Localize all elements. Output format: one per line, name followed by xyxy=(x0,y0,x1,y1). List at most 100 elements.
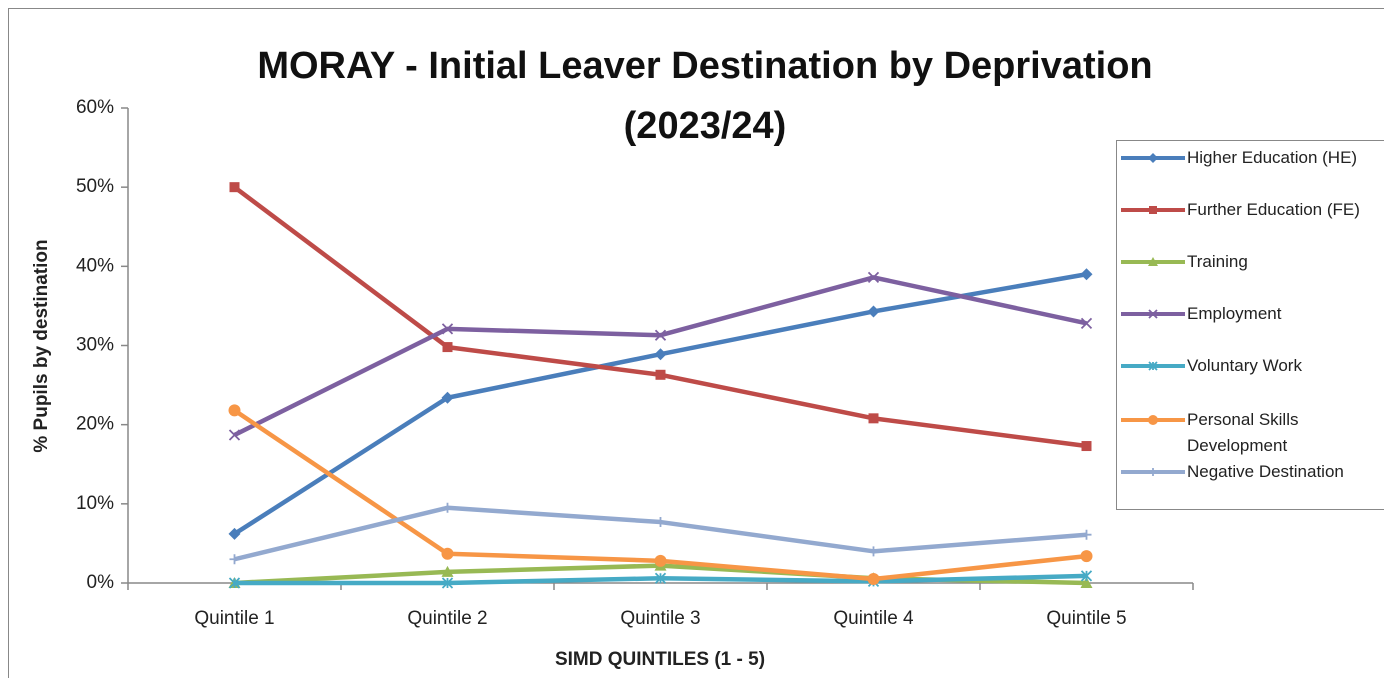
marker xyxy=(1148,309,1158,319)
y-tick-label: 60% xyxy=(76,97,114,118)
legend-entry: Negative Destination xyxy=(1119,459,1377,485)
marker-shape xyxy=(1080,268,1093,281)
marker xyxy=(1081,529,1092,540)
x-tick-label: Quintile 2 xyxy=(407,608,487,629)
marker-shape xyxy=(1148,415,1158,425)
marker xyxy=(868,546,879,557)
legend-label: Voluntary Work xyxy=(1187,356,1302,375)
chart-title: MORAY - Initial Leaver Destination by De… xyxy=(257,45,1153,147)
marker-shape xyxy=(441,323,454,335)
marker xyxy=(441,577,454,589)
marker-shape xyxy=(654,348,667,361)
marker xyxy=(228,577,241,589)
legend-swatch xyxy=(1121,153,1185,163)
marker xyxy=(654,348,667,361)
legend-entry: Personal Skills Development xyxy=(1119,407,1377,459)
legend-entry: Employment xyxy=(1119,301,1377,327)
marker xyxy=(229,182,240,193)
series-line xyxy=(233,505,1087,562)
marker-shape xyxy=(228,527,241,540)
y-tick-label: 20% xyxy=(76,414,114,435)
marker xyxy=(868,413,879,424)
marker-shape xyxy=(441,577,454,589)
marker-shape xyxy=(1148,257,1158,266)
marker-shape xyxy=(228,577,241,589)
marker-shape xyxy=(228,404,241,417)
legend-swatch xyxy=(1121,468,1185,476)
marker-shape xyxy=(654,554,667,567)
marker-shape xyxy=(229,182,240,193)
legend-entry: Higher Education (HE) xyxy=(1119,145,1377,171)
marker xyxy=(441,547,454,560)
marker-shape xyxy=(1149,206,1157,214)
marker-shape xyxy=(1080,550,1093,563)
marker-shape xyxy=(1149,468,1157,476)
x-axis-label: SIMD QUINTILES (1 - 5) xyxy=(555,649,765,670)
marker xyxy=(441,391,454,404)
chart-frame xyxy=(8,8,1384,678)
y-tick-label: 40% xyxy=(76,255,114,276)
marker xyxy=(1148,153,1158,163)
marker xyxy=(654,554,667,567)
marker-shape xyxy=(867,271,880,284)
marker-shape xyxy=(1081,529,1092,540)
marker-shape xyxy=(655,369,666,380)
series-line xyxy=(233,185,1087,449)
marker xyxy=(1149,468,1157,476)
y-tick-label: 0% xyxy=(87,572,115,593)
marker xyxy=(441,565,454,577)
marker xyxy=(442,502,453,513)
x-tick-label: Quintile 3 xyxy=(620,608,700,629)
y-tick-label: 50% xyxy=(76,176,114,197)
marker xyxy=(1080,550,1093,563)
marker-shape xyxy=(441,547,454,560)
marker xyxy=(228,527,241,540)
legend-label: Personal Skills Development xyxy=(1187,410,1299,455)
legend: Higher Education (HE) Further Education (… xyxy=(1116,140,1384,510)
legend-swatch xyxy=(1121,206,1185,214)
marker xyxy=(228,429,241,441)
marker-shape xyxy=(654,572,667,584)
legend-label: Training xyxy=(1187,252,1248,271)
marker-shape xyxy=(867,573,880,586)
marker-shape xyxy=(1080,570,1093,582)
marker xyxy=(228,404,241,417)
marker xyxy=(655,517,666,528)
marker xyxy=(867,271,880,284)
marker xyxy=(1080,268,1093,281)
marker-shape xyxy=(1148,361,1158,371)
marker xyxy=(1080,317,1093,329)
marker-shape xyxy=(867,305,880,318)
marker xyxy=(867,305,880,318)
marker-shape xyxy=(442,502,453,513)
y-tick-label: 30% xyxy=(76,335,114,356)
marker-shape xyxy=(1148,309,1158,319)
marker xyxy=(229,554,240,565)
marker-shape xyxy=(228,429,241,441)
y-axis-label: % Pupils by destination xyxy=(31,239,52,452)
marker-shape xyxy=(1080,317,1093,329)
legend-label: Further Education (FE) xyxy=(1187,200,1360,219)
y-tick-label: 10% xyxy=(76,493,114,514)
legend-label: Higher Education (HE) xyxy=(1187,148,1358,167)
legend-swatch xyxy=(1121,257,1185,266)
marker-shape xyxy=(442,342,453,353)
marker-shape xyxy=(655,517,666,528)
legend-swatch xyxy=(1121,361,1185,371)
legend-swatch xyxy=(1121,415,1185,425)
legend-label: Negative Destination xyxy=(1187,462,1344,481)
marker xyxy=(1148,361,1158,371)
marker xyxy=(1149,206,1157,214)
series-line xyxy=(233,408,1087,582)
marker-shape xyxy=(868,546,879,557)
marker-shape xyxy=(1081,441,1092,452)
marker-shape xyxy=(1080,577,1093,588)
marker xyxy=(867,573,880,586)
marker-shape xyxy=(441,391,454,404)
legend-entry: Training xyxy=(1119,249,1377,275)
marker xyxy=(1081,441,1092,452)
marker xyxy=(1148,415,1158,425)
legend-swatch xyxy=(1121,309,1185,319)
marker xyxy=(442,342,453,353)
